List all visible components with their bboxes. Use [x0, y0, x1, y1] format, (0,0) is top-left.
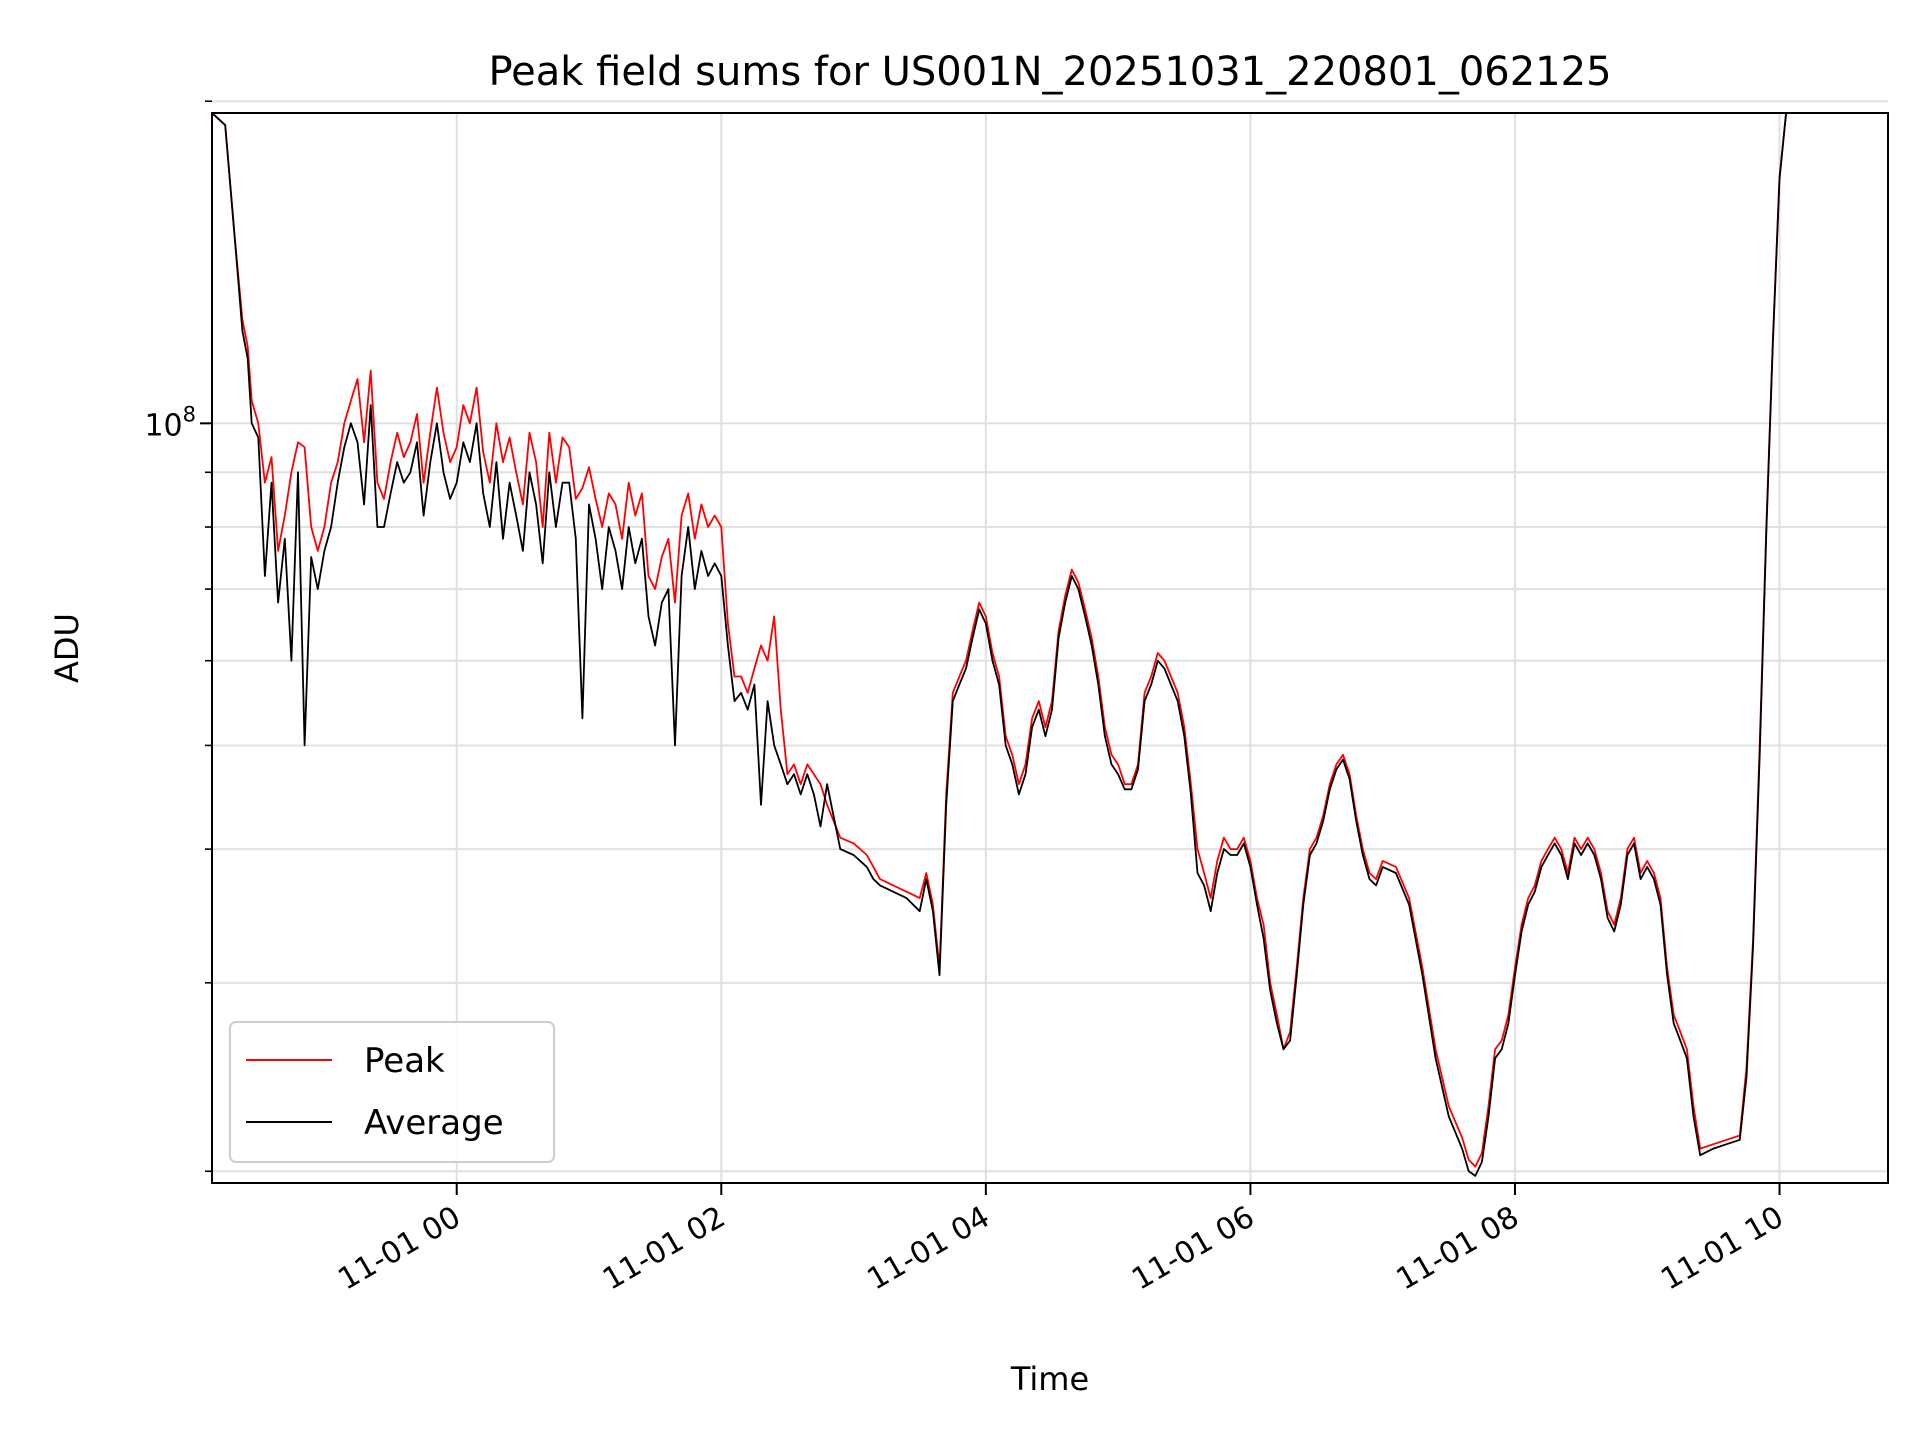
series-line-peak: [212, 113, 1787, 1168]
plot-frame: [211, 112, 1889, 1184]
series-layer: [212, 113, 1787, 1177]
y-tick-label-exponent: 8: [183, 402, 196, 426]
y-tick-label-base: 10: [144, 408, 182, 443]
y-axis-label: ADU: [48, 613, 86, 683]
x-axis-label: Time: [1010, 1360, 1089, 1398]
series-line-average: [212, 113, 1787, 1177]
chart-title: Peak field sums for US001N_20251031_2208…: [488, 49, 1611, 95]
y-tick-label: 108: [144, 402, 196, 443]
grid: [212, 100, 1888, 1183]
legend-box: [229, 1021, 555, 1163]
legend: Peak Average: [229, 1021, 555, 1163]
legend-label-average: Average: [364, 1103, 504, 1143]
legend-label-peak: Peak: [364, 1041, 445, 1081]
y-axis-ticks: 108: [144, 100, 212, 1173]
